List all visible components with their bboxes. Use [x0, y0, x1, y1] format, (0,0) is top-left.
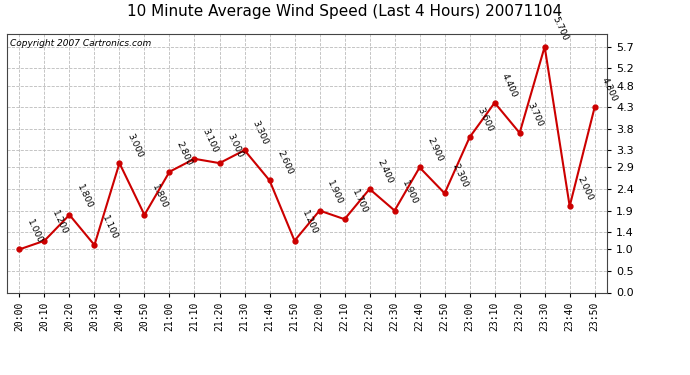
Text: 10 Minute Average Wind Speed (Last 4 Hours) 20071104: 10 Minute Average Wind Speed (Last 4 Hou… [128, 4, 562, 19]
Text: 1.800: 1.800 [75, 183, 94, 211]
Text: 1.200: 1.200 [50, 210, 69, 237]
Text: 3.300: 3.300 [250, 119, 269, 146]
Text: 3.100: 3.100 [200, 128, 219, 154]
Text: 2.000: 2.000 [575, 175, 594, 202]
Text: 3.000: 3.000 [225, 132, 244, 159]
Text: 3.600: 3.600 [475, 106, 494, 133]
Text: 5.700: 5.700 [550, 15, 569, 42]
Text: 1.100: 1.100 [100, 214, 119, 241]
Text: 1.000: 1.000 [25, 218, 44, 245]
Text: 1.700: 1.700 [350, 188, 369, 215]
Text: 1.900: 1.900 [400, 179, 420, 206]
Text: 2.400: 2.400 [375, 158, 394, 185]
Text: 4.300: 4.300 [600, 76, 620, 103]
Text: 1.800: 1.800 [150, 183, 169, 211]
Text: 2.800: 2.800 [175, 141, 194, 168]
Text: 2.300: 2.300 [450, 162, 469, 189]
Text: 2.600: 2.600 [275, 149, 294, 176]
Text: 1.900: 1.900 [325, 179, 344, 206]
Text: 1.200: 1.200 [300, 210, 319, 237]
Text: 3.700: 3.700 [525, 102, 544, 129]
Text: 4.400: 4.400 [500, 72, 519, 99]
Text: 3.000: 3.000 [125, 132, 144, 159]
Text: 2.900: 2.900 [425, 136, 444, 163]
Text: Copyright 2007 Cartronics.com: Copyright 2007 Cartronics.com [10, 39, 151, 48]
